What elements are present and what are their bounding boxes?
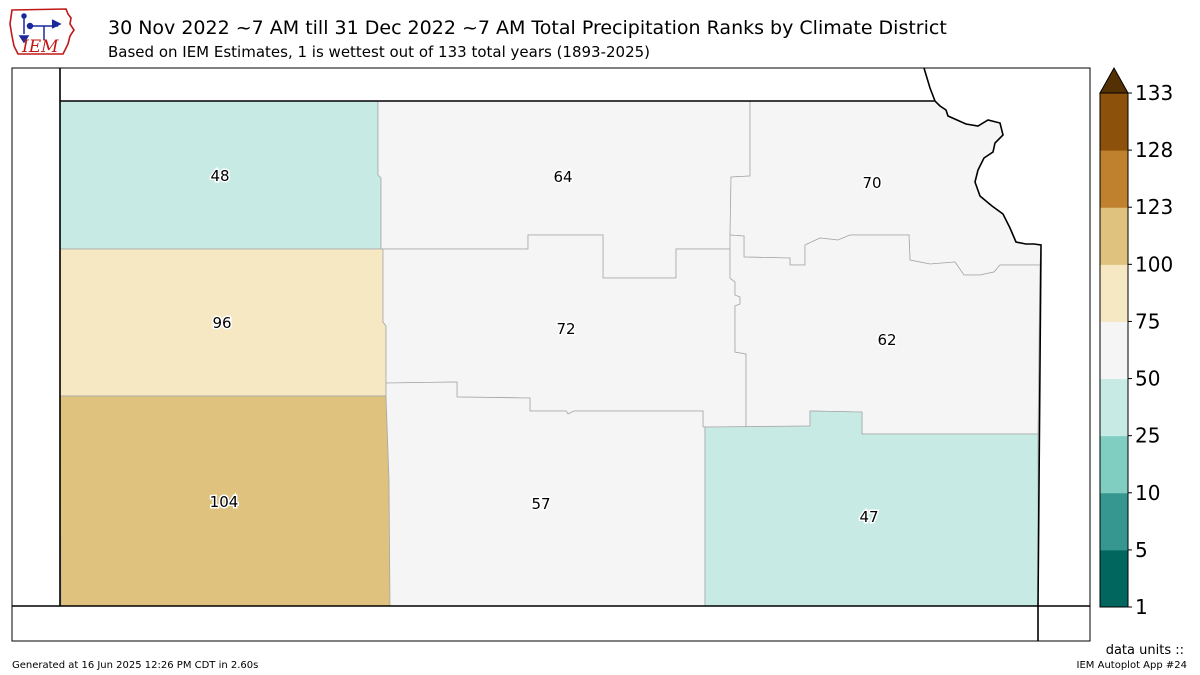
colorbar: 1 5 10 25 50 75 100 123 128 133 [1099,66,1173,619]
colorbar-segment [1100,264,1128,322]
colorbar-tick-label: 75 [1135,309,1160,333]
colorbar-tick-label: 100 [1135,252,1173,276]
district-rank-label: 70 [862,174,881,192]
colorbar-tick-label: 123 [1135,195,1173,219]
district-polygons [59,100,1042,607]
district-south-central [385,381,706,607]
district-rank-label: 64 [553,168,572,186]
app-id: IEM Autoplot App #24 [1076,660,1187,671]
map-subtitle: Based on IEM Estimates, 1 is wettest out… [108,43,651,61]
colorbar-tick-label: 5 [1135,538,1148,562]
colorbar-tick-label: 1 [1135,595,1148,619]
colorbar-segment [1100,378,1128,437]
colorbar-segment [1100,150,1128,208]
colorbar-tick-label: 10 [1135,481,1160,505]
colorbar-tick-label: 128 [1135,138,1173,162]
district-rank-label: 72 [556,320,575,338]
iem-logo: IEM [9,8,75,57]
district-rank-label: 47 [859,508,878,526]
colorbar-tick-label: 50 [1135,367,1160,391]
colorbar-outline [1099,92,1129,608]
district-rank-label: 62 [877,331,896,349]
colorbar-extend-arrow [1099,66,1129,94]
weather-station-icon [18,13,62,44]
colorbar-tick-label: 133 [1135,81,1173,105]
district-rank-label: 96 [212,314,231,332]
district-rank-label: 48 [210,167,229,185]
map-title: 30 Nov 2022 ~7 AM till 31 Dec 2022 ~7 AM… [108,17,947,39]
colorbar-segment [1100,207,1128,265]
colorbar-segment [1100,549,1128,608]
colorbar-segment [1100,93,1128,151]
colorbar-tick-label: 25 [1135,424,1160,448]
colorbar-segment [1100,435,1128,494]
colorbar-segment [1100,492,1128,551]
colorbar-segment [1100,321,1128,380]
state-borders [12,67,1090,641]
logo-text: IEM [21,37,59,57]
data-units-label: data units :: [1105,643,1184,658]
generated-timestamp: Generated at 16 Jun 2025 12:26 PM CDT in… [12,660,259,671]
district-rank-label: 104 [210,493,239,511]
district-rank-label: 57 [531,495,550,513]
district-rank-labels: 48 64 70 96 72 62 104 57 47 [208,166,898,528]
district-east-central [729,234,1041,435]
